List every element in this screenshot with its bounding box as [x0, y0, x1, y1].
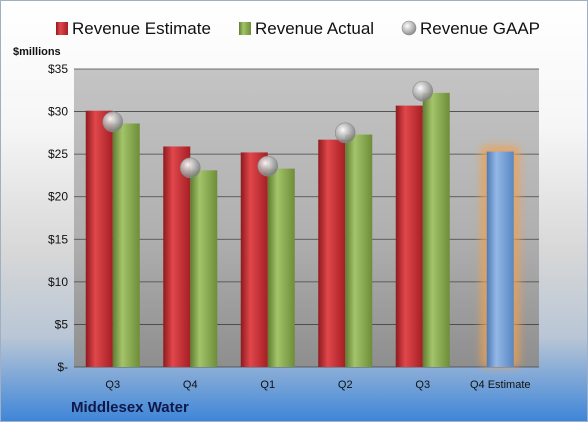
y-tick-label: $35 — [48, 62, 68, 76]
y-tick-label: $- — [57, 360, 68, 374]
legend-label-gaap: Revenue GAAP — [420, 19, 540, 38]
bar-revenue-actual — [112, 123, 140, 368]
bar-revenue-actual — [267, 168, 295, 367]
company-name: Middlesex Water — [71, 399, 189, 416]
x-tick-label: Q4 Estimate — [470, 379, 531, 391]
legend: Revenue Estimate Revenue Actual Revenue … — [56, 19, 540, 38]
bar-revenue-estimate — [318, 139, 346, 367]
legend-item-revenue-actual: Revenue Actual — [239, 19, 374, 38]
y-tick-label: $25 — [48, 147, 68, 161]
gridlines — [74, 68, 539, 368]
legend-item-revenue-gaap: Revenue GAAP — [401, 19, 540, 38]
gaap-markers-layer — [102, 80, 434, 179]
y-tick-label: $15 — [48, 232, 68, 246]
y-tick-label: $10 — [48, 275, 68, 289]
marker-revenue-gaap — [102, 111, 124, 133]
x-tick-label: Q3 — [105, 379, 120, 391]
y-axis-label: $millions — [13, 46, 61, 58]
y-tick-label: $5 — [55, 317, 69, 331]
plot-area — [74, 69, 539, 367]
x-tick-label: Q1 — [260, 379, 275, 391]
marker-revenue-gaap — [334, 122, 356, 144]
x-tick-label: Q2 — [338, 379, 353, 391]
bar-revenue-actual — [422, 92, 450, 367]
legend-item-revenue-estimate: Revenue Estimate — [56, 19, 211, 38]
marker-revenue-gaap — [412, 80, 434, 102]
marker-revenue-gaap — [257, 155, 279, 177]
bar-revenue-estimate — [240, 152, 268, 367]
x-tick-label: Q4 — [183, 379, 198, 391]
bar-q4-estimate — [486, 151, 514, 367]
legend-label-actual: Revenue Actual — [255, 19, 374, 38]
bar-revenue-estimate — [163, 146, 191, 367]
legend-swatch-estimate — [56, 22, 68, 35]
x-tick-label: Q3 — [415, 379, 430, 391]
y-axis-ticks: $- $5 $10 $15 $20 $25 $30 $35 — [48, 62, 68, 374]
bar-revenue-actual — [345, 134, 373, 367]
bar-revenue-estimate — [85, 110, 113, 367]
y-tick-label: $30 — [48, 105, 68, 119]
x-axis-ticks: Q3 Q4 Q1 Q2 Q3 Q4 Estimate — [105, 379, 530, 391]
bars-layer — [85, 92, 520, 368]
bar-revenue-actual — [190, 170, 218, 367]
legend-swatch-gaap — [401, 20, 417, 36]
legend-swatch-actual — [239, 22, 251, 35]
y-tick-label: $20 — [48, 190, 68, 204]
marker-revenue-gaap — [179, 157, 201, 179]
bar-revenue-estimate — [395, 105, 423, 368]
legend-label-estimate: Revenue Estimate — [72, 19, 211, 38]
